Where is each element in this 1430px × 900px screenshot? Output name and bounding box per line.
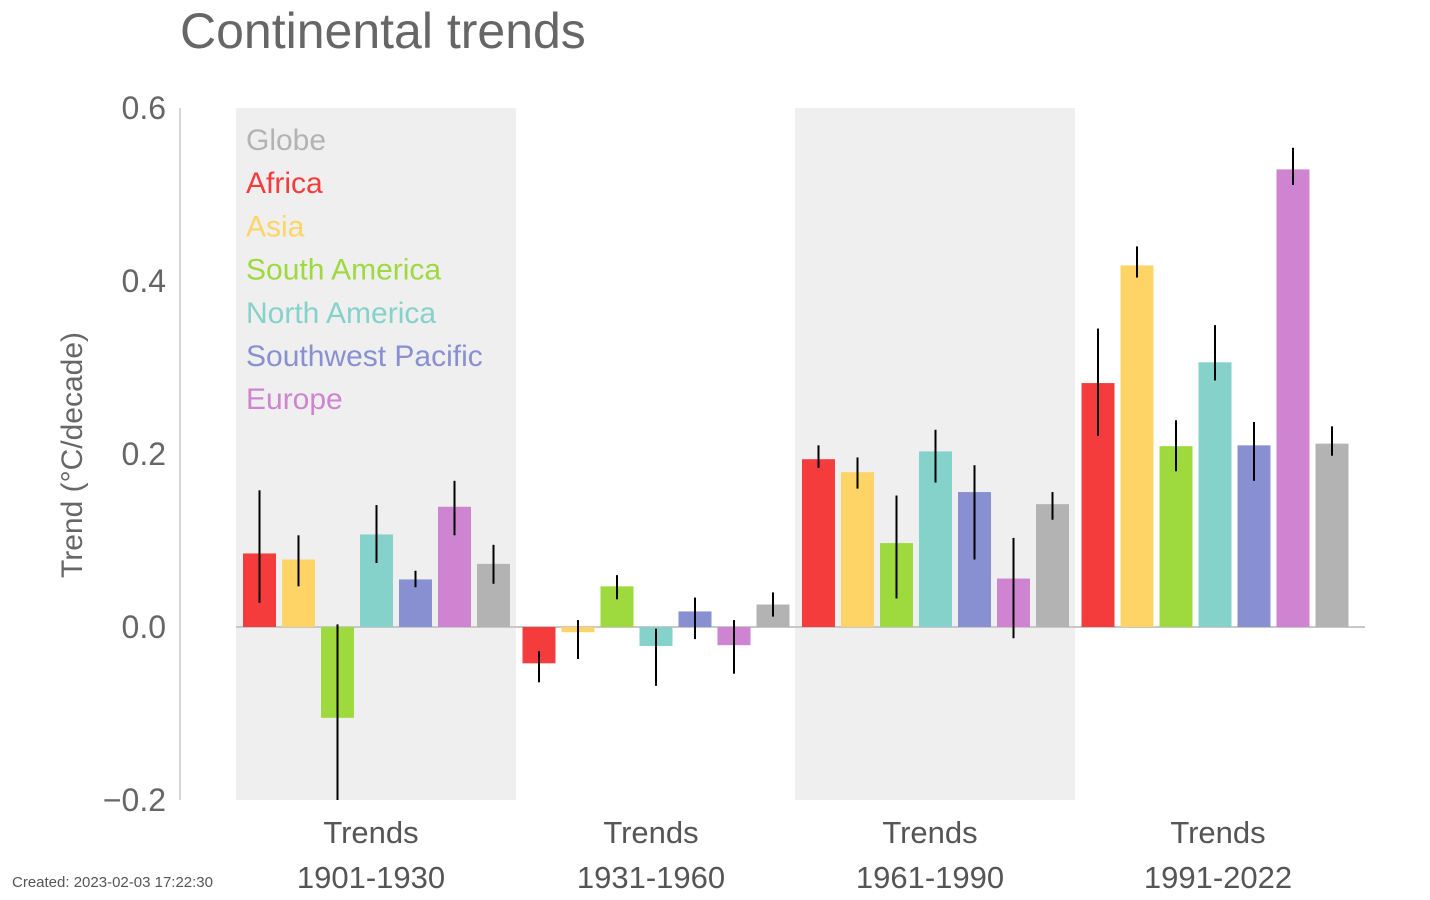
category-label-line2: 1961-1990 <box>856 860 1004 895</box>
category-label-line1: Trends <box>323 815 418 850</box>
legend-entry: Southwest Pacific <box>246 340 483 373</box>
created-timestamp: Created: 2023-02-03 17:22:30 <box>12 874 213 891</box>
y-axis-label: Trend (°C/decade) <box>56 332 89 578</box>
error-bars <box>258 147 1333 800</box>
bar <box>1120 265 1154 627</box>
bar <box>1198 362 1232 627</box>
y-tick-label: −0.2 <box>103 782 166 818</box>
period-shade <box>236 108 516 800</box>
legend-entry: Globe <box>246 124 326 157</box>
legend-entry: South America <box>246 254 441 287</box>
chart-title: Continental trends <box>180 3 586 59</box>
bar <box>1315 443 1349 627</box>
category-label-line2: 1991-2022 <box>1144 860 1292 895</box>
category-label-line1: Trends <box>1170 815 1265 850</box>
bar <box>1276 169 1310 628</box>
category-labels: Trends 1901-1930 Trends 1931-1960 Trends 1961… <box>297 815 1292 895</box>
category-label-line2: 1901-1930 <box>297 860 445 895</box>
bar <box>841 472 874 627</box>
category-label-line1: Trends <box>603 815 698 850</box>
bar <box>399 579 432 627</box>
y-tick-label: 0.6 <box>122 90 166 126</box>
legend-entry: Africa <box>246 167 323 200</box>
category-label-line2: 1931-1960 <box>577 860 725 895</box>
legend-entry: Europe <box>246 383 343 416</box>
legend-entry: North America <box>246 297 436 330</box>
bar <box>1036 504 1069 627</box>
bar <box>1159 446 1193 627</box>
category-label-line1: Trends <box>882 815 977 850</box>
bar <box>802 459 835 627</box>
y-tick-label: 0.0 <box>122 609 166 645</box>
legend: Globe Africa Asia South America North Americ… <box>246 124 483 416</box>
y-tick-label: 0.2 <box>122 436 166 472</box>
period-shading <box>236 108 1075 800</box>
legend-entry: Asia <box>246 210 305 243</box>
y-tick-label: 0.4 <box>122 263 166 299</box>
